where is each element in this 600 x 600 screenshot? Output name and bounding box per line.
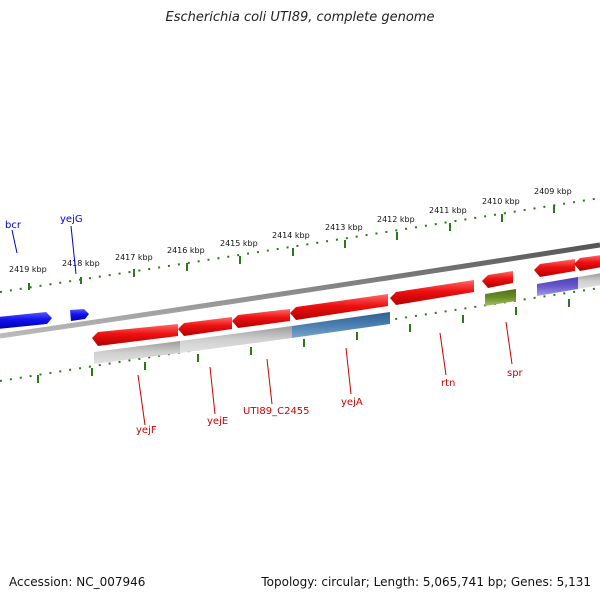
gene-bcr[interactable]: [0, 312, 52, 329]
kbp-label: 2414 kbp: [272, 231, 310, 240]
kbp-label: 2412 kbp: [377, 215, 415, 224]
cds-features: [94, 273, 600, 364]
label-leader-lines: [11, 225, 513, 426]
gene-yejF[interactable]: [92, 324, 178, 346]
kbp-label: 2409 kbp: [534, 187, 572, 196]
gene-label-rtn: rtn: [441, 378, 455, 389]
gene-rtn[interactable]: [390, 280, 474, 305]
inner-ruler-ticks: [37, 299, 570, 383]
gene-label-spr: spr: [507, 368, 524, 379]
topology-text: Topology: circular; Length: 5,065,741 bp…: [261, 575, 591, 589]
gene-yejA[interactable]: [290, 294, 388, 320]
kbp-label: 2411 kbp: [429, 206, 467, 215]
accession-text: Accession: NC_007946: [9, 575, 146, 589]
gene-label-yejA: yejA: [341, 397, 363, 408]
forward-strand-genes: [0, 309, 89, 329]
gene-label-UTI89-C2455: UTI89_C2455: [243, 406, 310, 417]
gene-labels: bcr yejG yejF yejE UTI89_C2455 yejA rtn …: [5, 214, 524, 436]
outer-ruler-ticks: [28, 205, 555, 290]
leader-rtn: [439, 332, 447, 376]
cds-band-grey-2: [180, 326, 292, 353]
kbp-label: 2417 kbp: [115, 253, 153, 262]
genome-backbone: [0, 242, 600, 339]
kbp-label: 2419 kbp: [9, 265, 47, 274]
kbp-label: 2415 kbp: [220, 239, 258, 248]
leader-yejA: [345, 347, 352, 395]
cds-band-olive: [485, 289, 516, 306]
leader-spr: [505, 321, 513, 365]
leader-yejF: [137, 374, 146, 426]
gene-UTI89-C2455[interactable]: [232, 309, 290, 328]
kbp-labels: 2419 kbp 2418 kbp 2417 kbp 2416 kbp 2415…: [9, 187, 572, 274]
gene-yejE[interactable]: [178, 317, 232, 336]
kbp-label: 2416 kbp: [167, 246, 205, 255]
gene-label-yejG: yejG: [60, 214, 83, 225]
kbp-label: 2418 kbp: [62, 259, 100, 268]
gene-spr[interactable]: [482, 271, 513, 288]
leader-yejG: [70, 225, 77, 275]
gene-unlabeled-2[interactable]: [574, 255, 600, 271]
leader-UTI89-C2455: [266, 358, 273, 405]
leader-bcr: [11, 229, 18, 254]
gene-label-yejF: yejF: [136, 425, 157, 436]
cds-band-grey-1: [94, 341, 180, 364]
cds-band-steelblue: [292, 312, 390, 338]
gene-label-bcr: bcr: [5, 220, 22, 231]
gene-yejG[interactable]: [70, 309, 89, 321]
reverse-strand-genes: [92, 255, 600, 346]
kbp-label: 2413 kbp: [325, 223, 363, 232]
genome-title: Escherichia coli UTI89, complete genome: [165, 10, 435, 25]
kbp-label: 2410 kbp: [482, 197, 520, 206]
cds-band-grey-3: [578, 273, 600, 289]
leader-yejE: [209, 366, 216, 415]
gene-label-yejE: yejE: [207, 416, 228, 427]
cds-band-purple: [537, 277, 578, 296]
gene-unlabeled-1[interactable]: [534, 259, 575, 277]
